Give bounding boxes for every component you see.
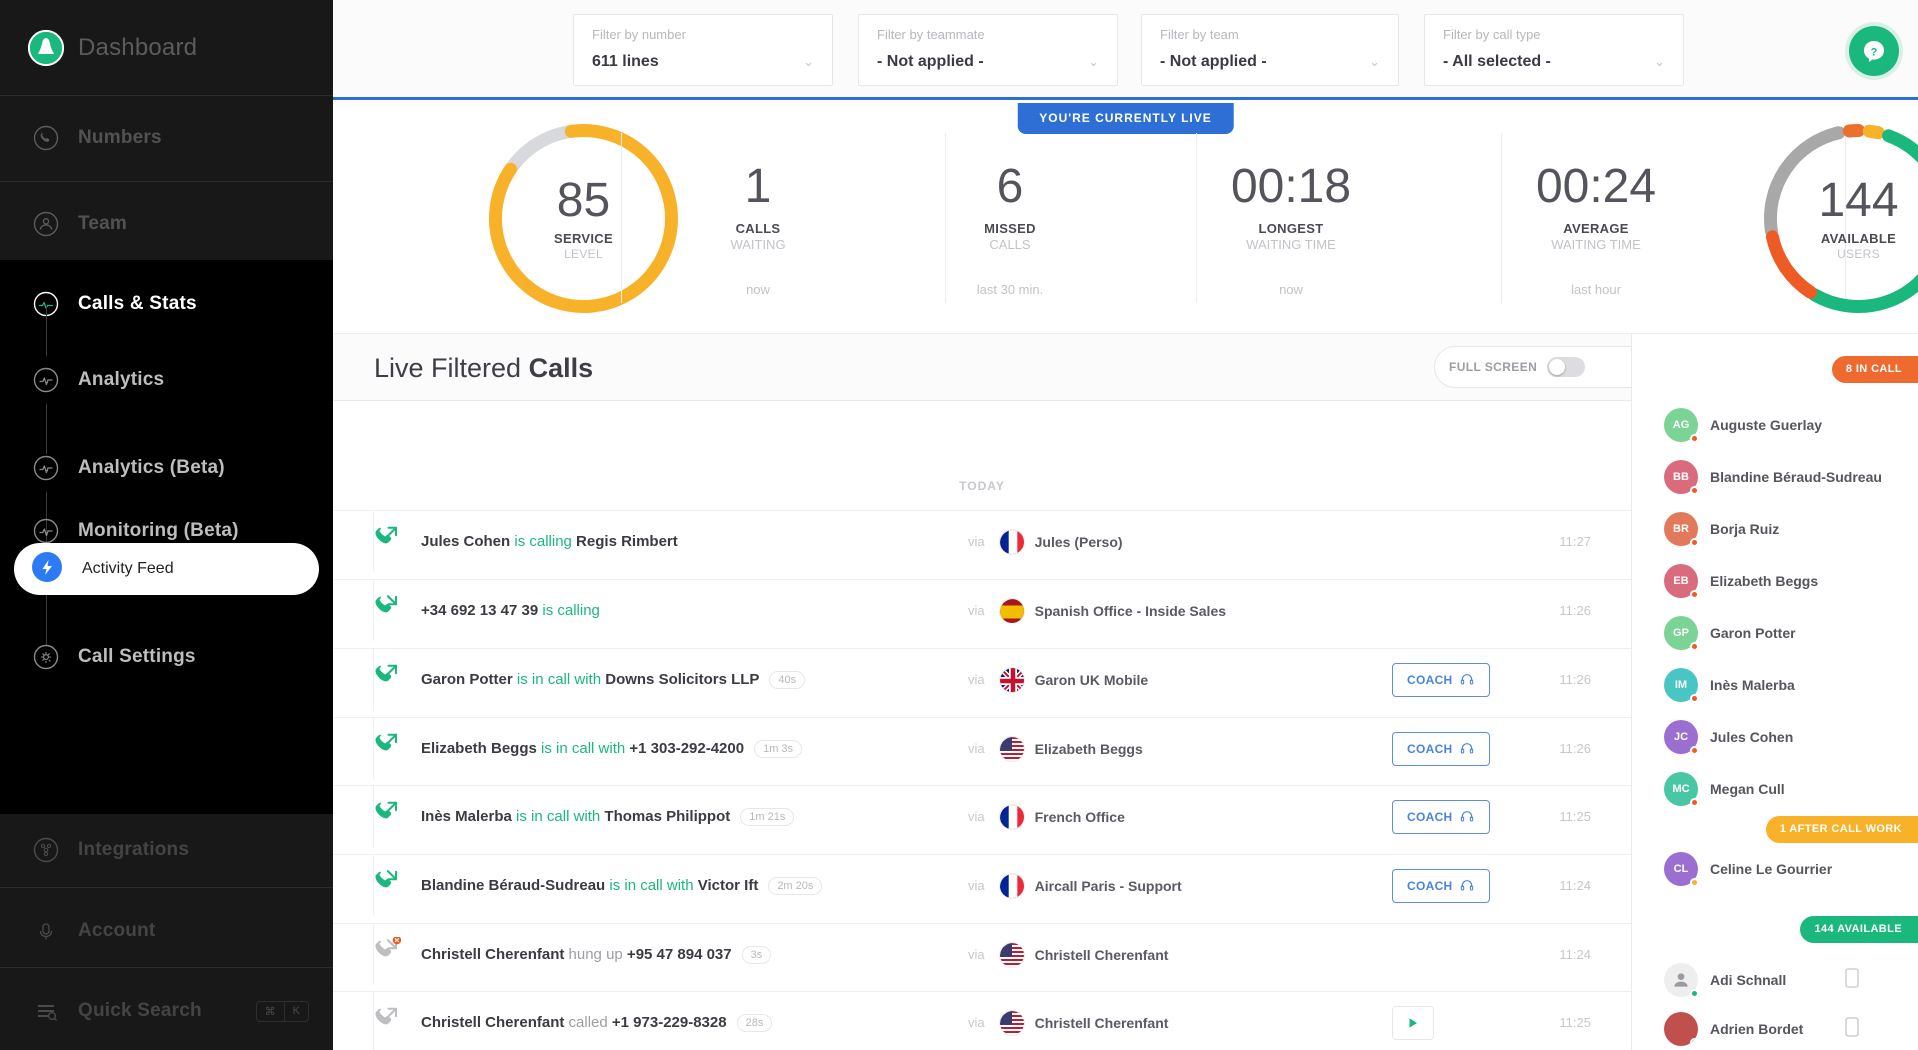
svg-text:?: ? <box>1871 47 1878 59</box>
